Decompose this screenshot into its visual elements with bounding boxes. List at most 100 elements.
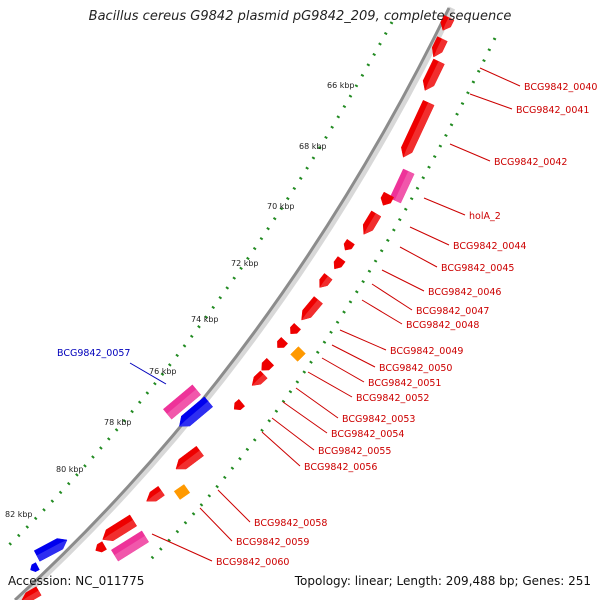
gene-highlight [319, 276, 333, 288]
gene-label[interactable]: BCG9842_0046 [428, 287, 501, 298]
backbone-shadow [15, 6, 456, 600]
leader-line [295, 387, 339, 419]
tick-label: 80 kbp [56, 465, 84, 474]
tick-label: 76 kbp [149, 367, 177, 376]
alt-gene-block[interactable] [290, 346, 306, 362]
leader-line [151, 533, 213, 562]
forward-gene-arrow[interactable] [422, 58, 445, 91]
gene-highlight [36, 540, 67, 562]
alt-gene-block[interactable] [173, 484, 191, 500]
gene-label[interactable]: BCG9842_0059 [236, 537, 309, 548]
gene-label[interactable]: BCG9842_0060 [216, 557, 289, 568]
gene-label[interactable]: BCG9842_0056 [304, 462, 377, 473]
tick-label: 82 kbp [5, 510, 33, 519]
gene-highlight [363, 213, 381, 235]
forward-gene-arrow[interactable] [146, 485, 165, 502]
topology-text: Topology: linear; Length: 209,488 bp; Ge… [294, 574, 591, 588]
gene-features [21, 14, 455, 600]
gene-label[interactable]: BCG9842_0048 [406, 320, 479, 331]
accession-text: Accession: NC_011775 [8, 574, 145, 588]
gene-label[interactable]: BCG9842_0052 [356, 393, 429, 404]
gene-label[interactable]: BCG9842_0042 [494, 157, 567, 168]
named-gene-block[interactable] [110, 530, 150, 562]
tick-label: 78 kbp [104, 418, 132, 427]
leader-line [371, 283, 413, 311]
gene-highlight [425, 61, 445, 91]
forward-gene-arrow[interactable] [290, 322, 302, 334]
gene-label[interactable]: BCG9842_0041 [516, 105, 589, 116]
tick-label: 72 kbp [231, 259, 259, 268]
gene-label[interactable]: BCG9842_0053 [342, 414, 415, 425]
gene-label[interactable]: BCG9842_0057 [57, 348, 130, 359]
gene-label[interactable]: BCG9842_0058 [254, 518, 327, 529]
leader-line [307, 371, 353, 398]
gene-label[interactable]: holA_2 [469, 211, 501, 222]
gene-highlight [433, 38, 448, 57]
gene-highlight [301, 299, 323, 320]
forward-gene-arrow[interactable] [261, 357, 275, 371]
forward-gene-arrow[interactable] [233, 398, 246, 411]
gene-highlight [176, 450, 204, 469]
forward-gene-arrow[interactable] [333, 256, 346, 270]
forward-gene-arrow[interactable] [440, 14, 455, 31]
leader-line [399, 246, 438, 268]
forward-gene-arrow[interactable] [301, 296, 323, 321]
gene-highlight [167, 389, 201, 420]
gene-label[interactable]: BCG9842_0045 [441, 263, 514, 274]
reverse-gene-arrow[interactable] [33, 538, 68, 562]
forward-gene-arrow[interactable] [175, 445, 204, 470]
leader-line [282, 401, 328, 434]
leader-line [261, 431, 301, 467]
gene-label[interactable]: BCG9842_0054 [331, 429, 404, 440]
leader-line [479, 67, 521, 87]
forward-gene-arrow[interactable] [21, 586, 42, 600]
forward-gene-arrow[interactable] [362, 210, 382, 235]
gene-label[interactable]: BCG9842_0047 [416, 306, 489, 317]
forward-gene-arrow[interactable] [251, 370, 268, 386]
leader-line [217, 489, 251, 523]
leader-line [469, 93, 513, 110]
leader-line [199, 507, 233, 542]
tick-label: 70 kbp [267, 202, 295, 211]
leader-line [321, 357, 365, 383]
backbone-arc [13, 7, 451, 600]
leader-line [409, 226, 450, 246]
gene-label[interactable]: BCG9842_0055 [318, 446, 391, 457]
gene-label[interactable]: BCG9842_0049 [390, 346, 463, 357]
forward-gene-arrow[interactable] [343, 238, 355, 251]
gene-labels: BCG9842_0040 BCG9842_0041 BCG9842_0042 holA… [57, 82, 597, 568]
gene-label[interactable]: BCG9842_0044 [453, 241, 526, 252]
gene-highlight [114, 535, 149, 562]
label-leader-lines [129, 67, 521, 562]
gene-label[interactable]: BCG9842_0051 [368, 378, 441, 389]
forward-gene-arrow[interactable] [319, 273, 333, 288]
tick-label: 68 kbp [299, 142, 327, 151]
leader-line [331, 344, 376, 368]
leader-line [129, 362, 167, 385]
inner-tick-track [148, 37, 497, 562]
forward-gene-arrow[interactable] [431, 36, 448, 58]
leader-line [271, 417, 315, 451]
map-title: Bacillus cereus G9842 plasmid pG9842_209… [88, 9, 512, 24]
gene-highlight [146, 490, 165, 502]
gene-highlight [22, 590, 42, 600]
forward-gene-arrow[interactable] [95, 541, 107, 553]
forward-gene-arrow[interactable] [102, 514, 138, 542]
reverse-gene-arrow[interactable] [30, 562, 40, 572]
gene-highlight [102, 519, 137, 541]
forward-gene-arrow[interactable] [380, 191, 395, 206]
tick-label: 66 kbp [327, 81, 355, 90]
leader-line [339, 329, 387, 351]
gene-highlight [252, 374, 268, 386]
gene-highlight [394, 171, 415, 203]
forward-gene-arrow[interactable] [277, 336, 289, 348]
reverse-gene-arrow[interactable] [179, 396, 214, 427]
named-gene-block[interactable] [162, 384, 202, 420]
leader-line [423, 197, 466, 216]
forward-gene-arrow[interactable] [401, 99, 435, 158]
tick-labels: 66 kbp 68 kbp 70 kbp 72 kbp 74 kbp 76 kbp 78 k… [5, 81, 355, 519]
gene-label[interactable]: BCG9842_0040 [524, 82, 597, 93]
gene-label[interactable]: BCG9842_0050 [379, 363, 452, 374]
leader-line [449, 143, 491, 162]
